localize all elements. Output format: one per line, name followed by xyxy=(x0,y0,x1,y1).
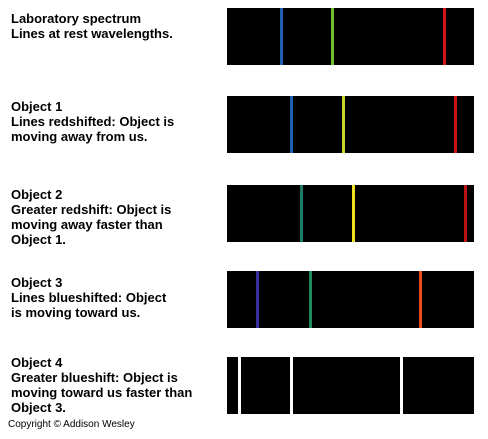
row-label-object-2: Object 2 Greater redshift: Object is mov… xyxy=(11,187,221,247)
spectrum-object-1 xyxy=(227,96,474,153)
label-line: Object 4 xyxy=(11,355,63,370)
spectral-line-1 xyxy=(280,8,283,65)
spectral-line-2 xyxy=(342,96,345,153)
spectral-line-2 xyxy=(352,185,355,242)
spectrum-background xyxy=(227,96,474,153)
label-line: Lines blueshifted: Object xyxy=(11,290,167,305)
spectral-line-3 xyxy=(464,185,467,242)
label-line: moving toward us faster than xyxy=(11,385,193,400)
spectrum-background xyxy=(227,185,474,242)
label-line: is moving toward us. xyxy=(11,305,141,320)
spectrum-laboratory xyxy=(227,8,474,65)
row-label-laboratory: Laboratory spectrum Lines at rest wavele… xyxy=(11,11,221,41)
spectral-line-2 xyxy=(290,357,293,414)
label-line: Greater blueshift: Object is xyxy=(11,370,178,385)
label-line: moving away from us. xyxy=(11,129,148,144)
label-line: moving away faster than xyxy=(11,217,163,232)
spectrum-object-4 xyxy=(227,357,474,414)
label-line: Laboratory spectrum xyxy=(11,11,142,26)
label-line: Greater redshift: Object is xyxy=(11,202,172,217)
label-line: Object 3 xyxy=(11,275,63,290)
spectral-line-3 xyxy=(443,8,446,65)
label-line: Object 2 xyxy=(11,187,63,202)
spectrum-background xyxy=(227,357,474,414)
spectrum-background xyxy=(227,8,474,65)
spectral-line-1 xyxy=(238,357,241,414)
spectrum-object-2 xyxy=(227,185,474,242)
spectral-line-1 xyxy=(300,185,303,242)
row-label-object-1: Object 1 Lines redshifted: Object is mov… xyxy=(11,99,221,144)
label-line: Lines redshifted: Object is xyxy=(11,114,175,129)
spectrum-object-3 xyxy=(227,271,474,328)
spectral-line-2 xyxy=(331,8,334,65)
label-line: Object 3. xyxy=(11,400,66,415)
spectral-line-1 xyxy=(256,271,259,328)
label-line: Object 1. xyxy=(11,232,66,247)
spectral-line-3 xyxy=(454,96,457,153)
row-label-object-4: Object 4 Greater blueshift: Object is mo… xyxy=(11,355,221,415)
spectral-line-1 xyxy=(290,96,293,153)
row-label-object-3: Object 3 Lines blueshifted: Object is mo… xyxy=(11,275,221,320)
spectral-line-3 xyxy=(419,271,422,328)
copyright-notice: Copyright © Addison Wesley xyxy=(8,419,135,430)
spectral-line-3 xyxy=(400,357,403,414)
spectrum-background xyxy=(227,271,474,328)
label-line: Object 1 xyxy=(11,99,63,114)
label-line: Lines at rest wavelengths. xyxy=(11,26,173,41)
spectral-line-2 xyxy=(309,271,312,328)
